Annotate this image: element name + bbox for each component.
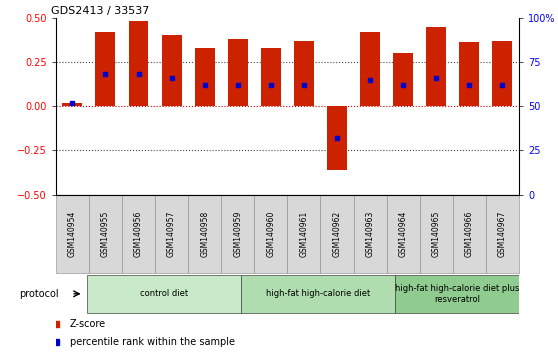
FancyBboxPatch shape — [89, 195, 122, 273]
Text: GSM140955: GSM140955 — [101, 210, 110, 257]
Text: GSM140967: GSM140967 — [498, 210, 507, 257]
FancyBboxPatch shape — [420, 195, 453, 273]
FancyBboxPatch shape — [354, 195, 387, 273]
Text: GSM140961: GSM140961 — [300, 211, 309, 257]
FancyBboxPatch shape — [122, 195, 155, 273]
Text: GSM140960: GSM140960 — [266, 210, 275, 257]
FancyBboxPatch shape — [221, 195, 254, 273]
Text: Z-score: Z-score — [70, 319, 106, 329]
Text: GSM140954: GSM140954 — [68, 210, 77, 257]
FancyBboxPatch shape — [254, 195, 287, 273]
Bar — [195, 48, 215, 106]
Text: GSM140965: GSM140965 — [432, 210, 441, 257]
Bar — [228, 39, 248, 106]
Bar — [393, 53, 413, 106]
Bar — [327, 106, 347, 170]
FancyBboxPatch shape — [287, 195, 320, 273]
Bar — [360, 32, 380, 106]
Bar — [493, 41, 512, 106]
Text: high-fat high-calorie diet: high-fat high-calorie diet — [266, 289, 371, 298]
Text: high-fat high-calorie diet plus
resveratrol: high-fat high-calorie diet plus resverat… — [395, 284, 519, 303]
Text: GSM140956: GSM140956 — [134, 210, 143, 257]
Bar — [128, 21, 148, 106]
Bar — [162, 35, 181, 106]
Bar — [294, 41, 314, 106]
Text: protocol: protocol — [20, 289, 59, 299]
Text: GSM140964: GSM140964 — [398, 210, 408, 257]
Bar — [95, 32, 116, 106]
FancyBboxPatch shape — [486, 195, 519, 273]
FancyBboxPatch shape — [86, 275, 241, 313]
FancyBboxPatch shape — [188, 195, 221, 273]
Text: percentile rank within the sample: percentile rank within the sample — [70, 337, 235, 347]
FancyBboxPatch shape — [155, 195, 188, 273]
FancyBboxPatch shape — [387, 195, 420, 273]
Bar — [426, 27, 446, 106]
FancyBboxPatch shape — [396, 275, 519, 313]
Text: GSM140966: GSM140966 — [465, 210, 474, 257]
Bar — [261, 48, 281, 106]
Text: GSM140959: GSM140959 — [233, 210, 242, 257]
FancyBboxPatch shape — [241, 275, 396, 313]
FancyBboxPatch shape — [320, 195, 354, 273]
Text: control diet: control diet — [140, 289, 188, 298]
Text: GSM140957: GSM140957 — [167, 210, 176, 257]
Bar — [459, 42, 479, 106]
Text: GDS2413 / 33537: GDS2413 / 33537 — [51, 6, 150, 16]
Text: GSM140962: GSM140962 — [333, 211, 341, 257]
FancyBboxPatch shape — [453, 195, 486, 273]
Text: GSM140963: GSM140963 — [365, 210, 374, 257]
FancyBboxPatch shape — [56, 195, 89, 273]
Text: GSM140958: GSM140958 — [200, 211, 209, 257]
Bar — [62, 103, 82, 106]
